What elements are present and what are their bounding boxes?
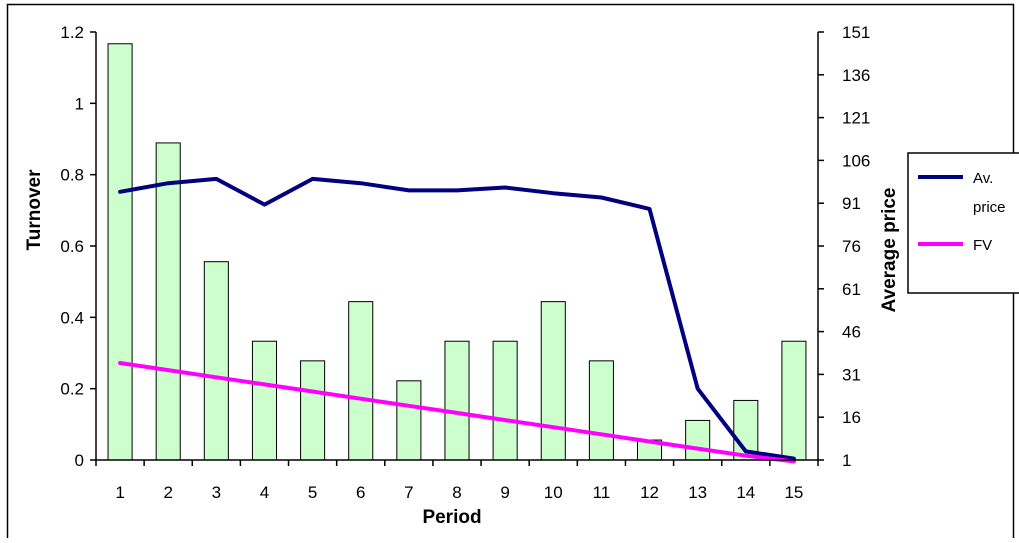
bar-period-8 bbox=[444, 340, 470, 461]
y2-tick-label: 31 bbox=[842, 365, 861, 384]
axes-layer: 00.20.40.60.811.211631466176911061211361… bbox=[60, 23, 870, 502]
bar-period-3 bbox=[203, 261, 229, 461]
x-axis-title: Period bbox=[422, 507, 481, 528]
x-tick-label: 1 bbox=[115, 483, 124, 502]
y-tick-label: 0.8 bbox=[60, 166, 84, 185]
y2-tick-label: 16 bbox=[842, 408, 861, 427]
x-tick-label: 11 bbox=[593, 483, 611, 502]
bar-period-13 bbox=[685, 419, 711, 461]
y2-tick-label: 76 bbox=[842, 237, 861, 256]
bar-period-10 bbox=[540, 301, 566, 461]
bar-period-9 bbox=[492, 340, 518, 461]
x-tick-label: 2 bbox=[163, 483, 172, 502]
legend-label-av-price-2: price bbox=[973, 199, 1006, 216]
y-tick-label: 0.2 bbox=[60, 380, 84, 399]
bar-period-5 bbox=[300, 360, 326, 461]
y2-axis-title: Average price bbox=[879, 188, 900, 313]
y2-tick-label: 91 bbox=[842, 194, 861, 213]
y2-tick-label: 121 bbox=[842, 109, 870, 128]
y2-tick-label: 106 bbox=[842, 151, 870, 170]
bar-period-4 bbox=[251, 340, 277, 461]
y2-tick-label: 61 bbox=[842, 280, 861, 299]
line-fv bbox=[118, 361, 796, 464]
bar-period-15 bbox=[781, 340, 807, 461]
x-tick-label: 8 bbox=[452, 483, 461, 502]
x-tick-label: 6 bbox=[356, 483, 365, 502]
y2-tick-label: 151 bbox=[842, 23, 870, 42]
legend-label-fv: FV bbox=[973, 237, 992, 254]
x-tick-label: 13 bbox=[688, 483, 707, 502]
x-tick-label: 4 bbox=[260, 483, 269, 502]
bar-period-11 bbox=[588, 360, 614, 461]
bar-period-2 bbox=[155, 142, 181, 461]
x-tick-label: 5 bbox=[308, 483, 317, 502]
bar-period-1 bbox=[107, 43, 133, 461]
x-tick-label: 7 bbox=[404, 483, 413, 502]
y-tick-label: 1.2 bbox=[60, 23, 84, 42]
line-av-price bbox=[118, 176, 796, 461]
bars-layer bbox=[107, 43, 807, 461]
bar-period-6 bbox=[348, 301, 374, 461]
y-axis-title: Turnover bbox=[24, 169, 45, 251]
x-tick-label: 9 bbox=[500, 483, 509, 502]
y-tick-label: 0.4 bbox=[60, 308, 84, 327]
y-tick-label: 0 bbox=[75, 451, 84, 470]
y-tick-label: 0.6 bbox=[60, 237, 84, 256]
x-tick-label: 3 bbox=[212, 483, 221, 502]
y2-tick-label: 46 bbox=[842, 323, 861, 342]
bar-period-7 bbox=[396, 380, 422, 461]
y-tick-label: 1 bbox=[75, 94, 84, 113]
legend: Av. price FV bbox=[907, 152, 1019, 294]
lines-layer bbox=[118, 176, 796, 464]
y2-tick-label: 1 bbox=[842, 451, 851, 470]
x-tick-label: 15 bbox=[784, 483, 803, 502]
y2-tick-label: 136 bbox=[842, 66, 870, 85]
x-tick-label: 10 bbox=[544, 483, 563, 502]
x-tick-label: 12 bbox=[640, 483, 659, 502]
x-tick-label: 14 bbox=[736, 483, 755, 502]
legend-label-av-price-1: Av. bbox=[973, 170, 993, 187]
legend-box bbox=[907, 152, 1019, 294]
